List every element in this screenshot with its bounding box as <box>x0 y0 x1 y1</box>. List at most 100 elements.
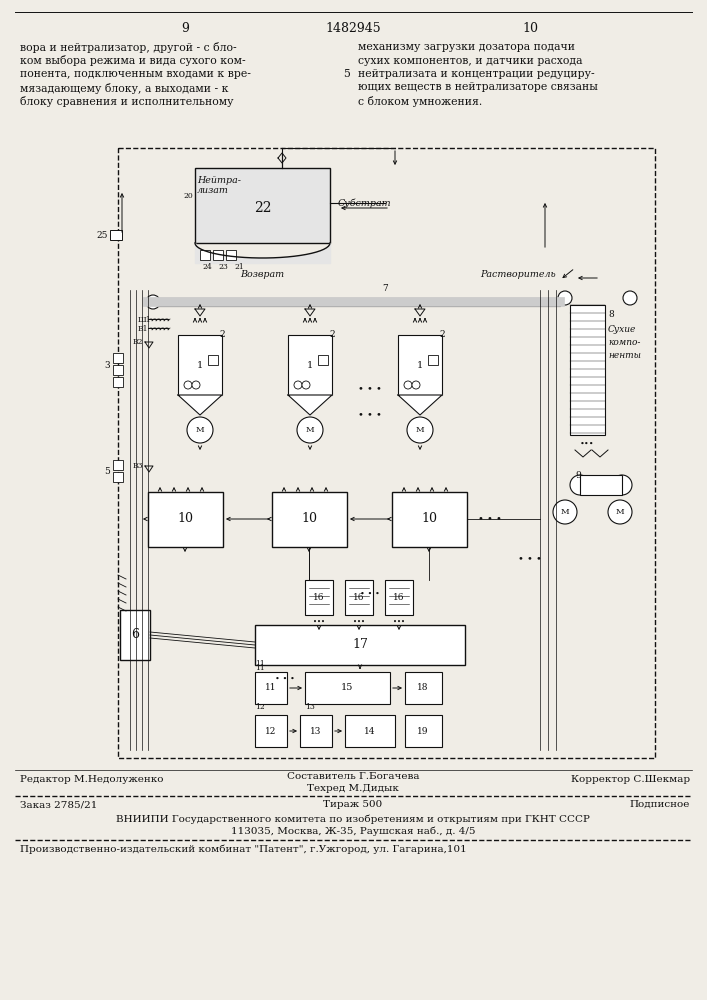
Text: Техред М.Дидык: Техред М.Дидык <box>307 784 399 793</box>
Circle shape <box>187 417 213 443</box>
Text: В2: В2 <box>133 338 144 346</box>
Text: Ш1: Ш1 <box>138 316 151 324</box>
Text: Тираж 500: Тираж 500 <box>323 800 382 809</box>
Circle shape <box>294 381 302 389</box>
Bar <box>318 355 328 365</box>
Bar <box>345 580 373 615</box>
Text: Производственно-издательский комбинат "Патент", г.Ужгород, ул. Гагарина,101: Производственно-издательский комбинат "П… <box>20 844 467 854</box>
Bar <box>305 580 333 615</box>
Text: Сухие: Сухие <box>608 325 636 334</box>
Bar <box>120 610 150 660</box>
Circle shape <box>404 381 412 389</box>
Text: лизат: лизат <box>197 186 229 195</box>
Text: В1: В1 <box>138 325 148 333</box>
Text: ком выбора режима и вида сухого ком-: ком выбора режима и вида сухого ком- <box>20 55 245 66</box>
Circle shape <box>302 381 310 389</box>
Text: 6: 6 <box>131 629 139 642</box>
Text: М: М <box>616 508 624 516</box>
Polygon shape <box>398 395 442 415</box>
Text: ВНИИПИ Государственного комитета по изобретениям и открытиям при ГКНТ СССР: ВНИИПИ Государственного комитета по изоб… <box>116 814 590 824</box>
Text: 13: 13 <box>305 703 315 711</box>
Text: 14: 14 <box>364 726 375 736</box>
Bar <box>392 492 467 547</box>
Text: В3: В3 <box>133 462 144 470</box>
Bar <box>113 377 123 387</box>
Text: 11: 11 <box>255 660 265 668</box>
Text: 10: 10 <box>421 512 437 526</box>
Text: вора и нейтрализатор, другой - с бло-: вора и нейтрализатор, другой - с бло- <box>20 42 237 53</box>
Text: 2: 2 <box>439 330 445 339</box>
Text: Заказ 2785/21: Заказ 2785/21 <box>20 800 98 809</box>
Text: М: М <box>416 426 424 434</box>
Text: Растворитель: Растворитель <box>480 270 556 279</box>
Circle shape <box>612 475 632 495</box>
Text: блоку сравнения и исполнительному: блоку сравнения и исполнительному <box>20 96 233 107</box>
Text: 10: 10 <box>301 512 317 526</box>
Bar <box>255 715 287 747</box>
Text: 15: 15 <box>341 684 354 692</box>
Text: ющих веществ в нейтрализаторе связаны: ющих веществ в нейтрализаторе связаны <box>358 83 598 93</box>
Text: •••: ••• <box>313 618 325 626</box>
Bar <box>288 335 332 395</box>
Bar <box>398 335 442 395</box>
Text: 1: 1 <box>197 360 203 369</box>
Text: 18: 18 <box>417 684 428 692</box>
Bar <box>148 298 560 306</box>
Bar <box>255 672 287 704</box>
Text: 3: 3 <box>105 360 110 369</box>
Text: • • •: • • • <box>360 590 380 598</box>
Text: 16: 16 <box>393 592 404 601</box>
Bar <box>113 353 123 363</box>
Text: 25: 25 <box>96 231 108 239</box>
Text: М: М <box>305 426 315 434</box>
Text: Нейтра-: Нейтра- <box>197 176 241 185</box>
Text: мязадающему блоку, а выходами - к: мязадающему блоку, а выходами - к <box>20 83 228 94</box>
Text: Субстрат: Субстрат <box>338 198 392 208</box>
Bar <box>570 305 605 435</box>
Text: нейтрализата и концентрации редуциру-: нейтрализата и концентрации редуциру- <box>358 69 595 79</box>
Text: 9: 9 <box>575 471 580 480</box>
Text: 12: 12 <box>265 726 276 736</box>
Text: компо-: компо- <box>608 338 641 347</box>
Bar <box>113 472 123 482</box>
Text: •••: ••• <box>393 618 405 626</box>
Bar <box>113 460 123 470</box>
Bar <box>113 365 123 375</box>
Text: • • •: • • • <box>358 385 382 394</box>
Circle shape <box>553 500 577 524</box>
Circle shape <box>623 291 637 305</box>
Bar <box>110 230 122 240</box>
Text: 22: 22 <box>254 201 271 215</box>
Bar <box>405 672 442 704</box>
Bar <box>195 168 330 243</box>
Text: Составитель Г.Богачева: Составитель Г.Богачева <box>287 772 419 781</box>
Circle shape <box>184 381 192 389</box>
Text: •••: ••• <box>353 618 365 626</box>
Text: 7: 7 <box>382 284 388 293</box>
Bar <box>226 250 236 260</box>
Text: 113035, Москва, Ж-35, Раушская наб., д. 4/5: 113035, Москва, Ж-35, Раушская наб., д. … <box>230 827 475 836</box>
Bar <box>300 715 332 747</box>
Circle shape <box>608 500 632 524</box>
Circle shape <box>407 417 433 443</box>
Text: Подписное: Подписное <box>630 800 690 809</box>
Text: 1: 1 <box>307 360 313 369</box>
Bar <box>208 355 218 365</box>
Text: 17: 17 <box>352 639 368 652</box>
Text: • • •: • • • <box>478 514 502 524</box>
Bar <box>213 250 223 260</box>
Text: 19: 19 <box>417 726 428 736</box>
Text: 11: 11 <box>255 664 265 672</box>
Text: 5: 5 <box>104 468 110 477</box>
Text: 1482945: 1482945 <box>325 22 381 35</box>
Bar <box>118 148 655 758</box>
Circle shape <box>297 417 323 443</box>
Text: • • •: • • • <box>358 410 382 420</box>
Bar <box>255 625 465 665</box>
Polygon shape <box>178 395 222 415</box>
Circle shape <box>146 295 160 309</box>
Text: 16: 16 <box>354 592 365 601</box>
Text: 1: 1 <box>417 360 423 369</box>
Text: 23: 23 <box>218 263 228 271</box>
Text: ненты: ненты <box>608 351 641 360</box>
